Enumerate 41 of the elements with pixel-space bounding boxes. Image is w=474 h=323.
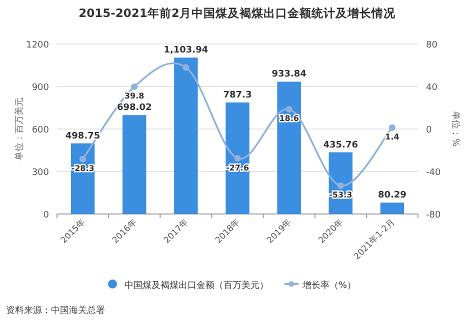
y-tick-label: 0	[43, 210, 50, 220]
y-tick-label: 900	[32, 83, 50, 93]
bar	[226, 102, 250, 214]
point	[182, 64, 190, 71]
y-tick-label: 300	[32, 168, 50, 178]
legend-label: 增长率（%）	[302, 280, 356, 291]
data-label: 498.75	[65, 131, 100, 142]
bar	[122, 115, 146, 214]
y-tick-label: 600	[32, 126, 50, 136]
legend-label: 中国煤及褐煤出口金额（百万美元）	[124, 280, 268, 291]
y2-tick-label: 0	[426, 126, 432, 136]
data-label: 39.8	[124, 92, 145, 101]
point	[337, 182, 344, 189]
data-label: -27.6	[226, 163, 250, 172]
data-label: 787.3	[223, 90, 252, 100]
y2-tick-label: 80	[426, 40, 438, 50]
text: 资料来源：中国海关总署	[6, 305, 105, 316]
y2-axis-title: 单位：%	[450, 111, 461, 148]
data-label: 933.84	[272, 70, 306, 80]
data-label: 18.6	[279, 114, 300, 124]
bar	[277, 82, 301, 214]
data-label: 1,103.94	[164, 46, 208, 56]
data-label: 435.76	[323, 140, 358, 150]
y-tick-label: 1200	[26, 40, 50, 50]
data-label: 698.02	[116, 103, 152, 114]
point	[131, 83, 138, 90]
y2-tick-label: 40	[426, 83, 438, 93]
point	[388, 124, 396, 131]
point	[234, 155, 241, 162]
data-label: -53.3	[329, 190, 352, 200]
y2-tick-label: -80	[426, 210, 441, 220]
data-label: 1.4	[385, 132, 400, 142]
bar	[380, 202, 404, 214]
point	[79, 156, 86, 162]
y2-tick-label: -40	[426, 168, 441, 178]
bar	[174, 58, 198, 214]
data-label: 80.29	[378, 190, 406, 201]
y-axis-title: 单位：百万美元	[14, 98, 25, 160]
chart-title: 2015-2021年前2月中国煤及褐煤出口金额统计及增长情况	[78, 6, 396, 20]
data-label: -28.3	[71, 164, 94, 174]
point	[286, 106, 292, 113]
